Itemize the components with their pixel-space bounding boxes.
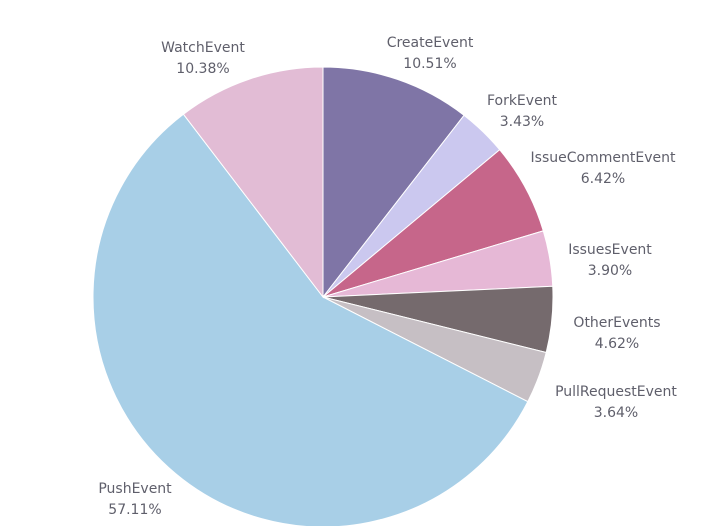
slice-percent-forkevent: 3.43% — [500, 114, 544, 130]
slice-label-issuesevent: IssuesEvent — [568, 242, 652, 258]
slice-label-pushevent: PushEvent — [98, 481, 172, 497]
pie-slice-watchevent — [182, 66, 324, 299]
slice-label-forkevent: ForkEvent — [487, 93, 558, 109]
pie-slice-pushevent — [92, 113, 529, 526]
slice-percent-createevent: 10.51% — [403, 56, 456, 72]
pie-slices — [92, 66, 554, 526]
pie-slice-createevent — [322, 66, 465, 299]
pie-labels: CreateEvent 10.51% ForkEvent 3.43% IssueComm… — [98, 35, 677, 518]
slice-percent-pushevent: 57.11% — [108, 502, 161, 518]
slice-label-pullrequestevent: PullRequestEvent — [555, 384, 677, 400]
slice-percent-watchevent: 10.38% — [176, 61, 229, 77]
slice-percent-otherevents: 4.62% — [595, 336, 639, 352]
slice-percent-pullrequestevent: 3.64% — [594, 405, 638, 421]
slice-percent-issuesevent: 3.90% — [588, 263, 632, 279]
slice-label-createevent: CreateEvent — [387, 35, 474, 51]
slice-label-issuecommentevent: IssueCommentEvent — [531, 150, 676, 166]
slice-label-watchevent: WatchEvent — [161, 40, 245, 56]
slice-percent-issuecommentevent: 6.42% — [581, 171, 625, 187]
slice-label-otherevents: OtherEvents — [573, 315, 660, 331]
